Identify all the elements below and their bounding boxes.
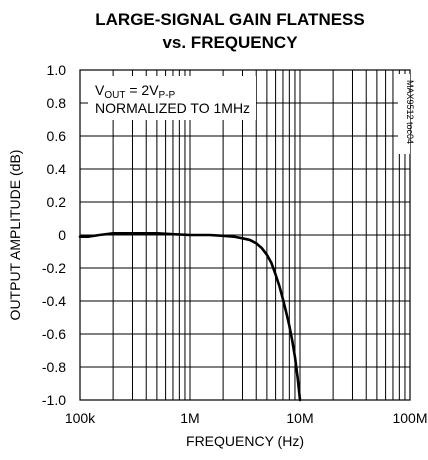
y-tick-label: -0.8 [42,359,66,375]
x-axis-label: FREQUENCY (Hz) [186,433,304,449]
series-line [78,232,302,402]
y-tick-label: -1.0 [42,392,66,408]
y-tick-label: 0 [58,227,66,243]
y-tick-label: -0.2 [42,260,66,276]
annotation-box [88,76,256,120]
figure-code: MAX9512 toc04 [405,80,415,144]
y-tick-label: 0.2 [47,194,67,210]
annotation-out-sub: OUT [104,90,125,101]
x-tick-label: 1M [180,410,199,426]
y-tick-label: 0.6 [47,128,67,144]
y-tick-label: -0.6 [42,326,66,342]
annotation-eq: = 2V [125,82,159,98]
annotation-line2: NORMALIZED TO 1MHz [95,100,250,116]
plot-frame [79,69,411,401]
figure-code-box [398,74,410,154]
x-tick-labels: 100k 1M 10M 100M [65,410,428,426]
x-tick-label: 10M [286,410,313,426]
y-tick-label: -0.4 [42,293,66,309]
annotation-line1: VOUT = 2VP-P [95,82,176,101]
y-tick-label: 0.4 [47,161,67,177]
x-tick-label: 100M [392,410,427,426]
y-tick-labels: 1.0 0.8 0.6 0.4 0.2 0 -0.2 -0.4 -0.6 -0.8 -1.0 [42,62,66,408]
chart-title-line2: vs. FREQUENCY [162,33,298,52]
y-tick-label: 1.0 [47,62,67,78]
chart-title-line1: LARGE-SIGNAL GAIN FLATNESS [95,10,365,29]
y-tick-label: 0.8 [47,95,67,111]
y-axis-label: OUTPUT AMPLITUDE (dB) [7,150,23,321]
annotation-pp-sub: P-P [159,90,176,101]
annotation-v: V [95,82,105,98]
x-tick-label: 100k [65,410,96,426]
